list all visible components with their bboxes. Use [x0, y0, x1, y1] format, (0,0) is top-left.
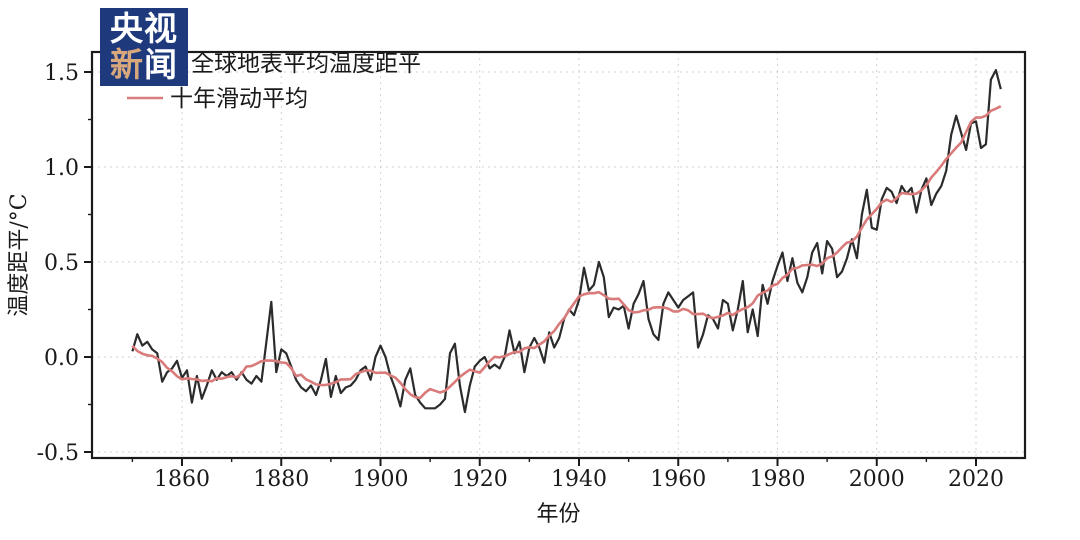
y-axis-title: 温度距平/°C: [7, 193, 32, 316]
legend-label-moving-average: 十年滑动平均: [170, 86, 308, 112]
moving-average-line: [131, 105, 1002, 400]
y-tick-label: 0.5: [44, 251, 79, 276]
x-tick-label: 1900: [353, 467, 409, 492]
gridlines: [92, 52, 1025, 458]
x-tick-label: 2020: [948, 467, 1004, 492]
x-tick-label: 1980: [750, 467, 806, 492]
y-tick-label: 1.5: [44, 61, 79, 86]
y-axis: -0.5 0.0 0.5 1.0 1.5: [37, 61, 92, 466]
chart-frame: [90, 50, 1027, 460]
cctv-news-logo: 央视 新闻: [100, 8, 188, 86]
y-tick-label: 1.0: [44, 156, 79, 181]
x-axis: 1860 1880 1900 1920 1940 1960 1980 2000 2020: [131, 458, 1004, 492]
y-tick-label: -0.5: [37, 441, 79, 466]
x-axis-title: 年份: [536, 502, 580, 527]
x-tick-label: 1860: [154, 467, 210, 492]
y-tick-label: 0.0: [44, 346, 79, 371]
logo-line-1: 央视: [110, 10, 178, 47]
x-tick-label: 2000: [849, 467, 905, 492]
x-tick-label: 1880: [253, 467, 309, 492]
x-tick-label: 1920: [452, 467, 508, 492]
legend-label-annual: 全球地表平均温度距平: [191, 51, 421, 77]
x-tick-label: 1940: [551, 467, 607, 492]
x-tick-label: 1960: [650, 467, 706, 492]
logo-line-2: 新闻: [110, 46, 178, 83]
